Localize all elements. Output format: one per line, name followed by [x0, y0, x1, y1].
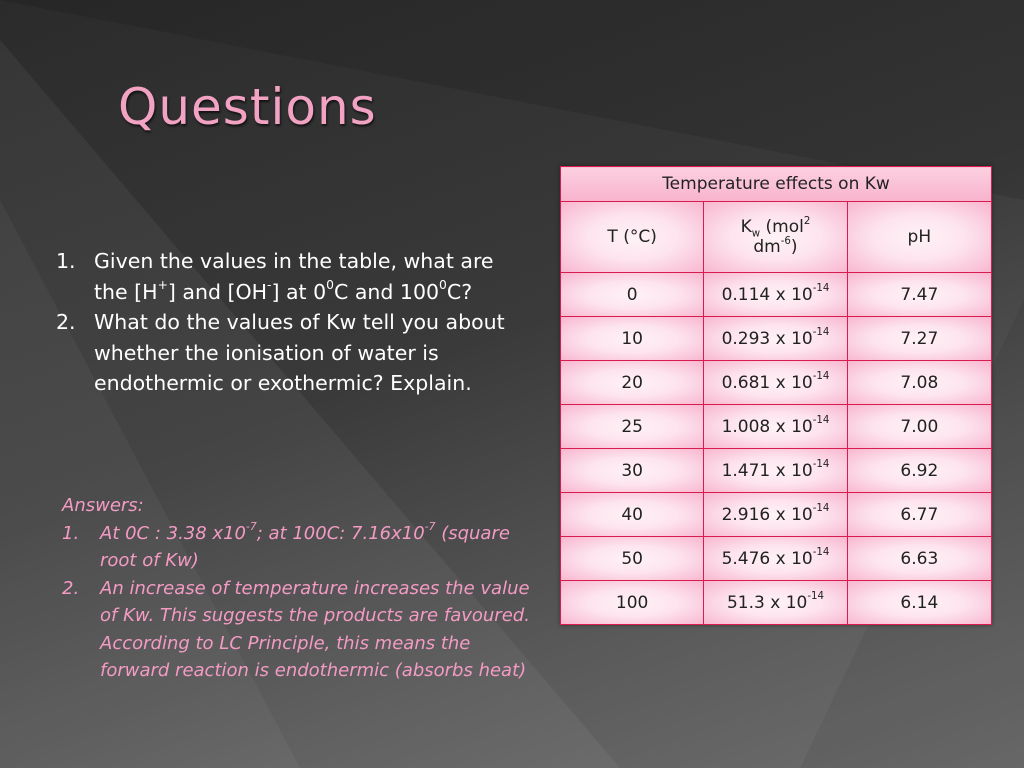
cell-kw: 0.293 x 10-14 — [703, 316, 848, 361]
table-row: 100 51.3 x 10-14 6.14 — [559, 580, 993, 625]
table-row: 20 0.681 x 10-14 7.08 — [559, 360, 993, 405]
table-row: 25 1.008 x 10-14 7.00 — [559, 404, 993, 449]
cell-ph: 7.00 — [846, 404, 993, 449]
cell-kw-exponent: -14 — [812, 415, 830, 427]
header-kw-symbol: K — [740, 217, 752, 237]
table-body: 0 0.114 x 10-14 7.47 10 0.293 x 10-14 7.27 20 0… — [559, 272, 993, 625]
superscript: -7 — [424, 519, 436, 533]
question-item: 2. What do the values of Kw tell you abo… — [56, 307, 526, 399]
question-text: Given the values in the table, what are … — [94, 249, 494, 304]
superscript: -7 — [245, 519, 257, 533]
table-row: 0 0.114 x 10-14 7.47 — [559, 272, 993, 317]
cell-ph: 6.77 — [846, 492, 993, 537]
header-kw: Kw (mol2 dm-6) — [703, 201, 848, 273]
cell-kw-exponent: -14 — [812, 459, 830, 471]
answer-number: 1. — [62, 522, 80, 544]
answer-item: 1. At 0C : 3.38 x10-7; at 100C: 7.16x10-… — [62, 520, 542, 575]
superscript: 0 — [439, 277, 447, 292]
cell-kw-exponent: -14 — [812, 327, 830, 339]
answer-number: 2. — [62, 577, 80, 599]
cell-ph: 7.47 — [846, 272, 993, 317]
answer-text: At 0C : 3.38 x10-7; at 100C: 7.16x10-7 (… — [100, 519, 510, 571]
cell-temperature: 10 — [559, 316, 705, 361]
cell-kw-exponent: -14 — [812, 547, 830, 559]
answer-item: 2. An increase of temperature increases … — [62, 575, 542, 685]
cell-temperature: 100 — [559, 580, 705, 625]
superscript: - — [267, 277, 272, 292]
cell-temperature: 40 — [559, 492, 705, 537]
question-item: 1. Given the values in the table, what a… — [56, 246, 526, 307]
cell-kw: 2.916 x 10-14 — [703, 492, 848, 537]
cell-ph: 6.14 — [846, 580, 993, 625]
header-kw-subscript: w — [751, 228, 761, 240]
cell-kw: 0.114 x 10-14 — [703, 272, 848, 317]
cell-ph: 7.08 — [846, 360, 993, 405]
cell-temperature: 20 — [559, 360, 705, 405]
cell-temperature: 25 — [559, 404, 705, 449]
table-row: 30 1.471 x 10-14 6.92 — [559, 448, 993, 493]
superscript: + — [157, 277, 168, 292]
question-number: 2. — [56, 310, 76, 334]
answers-heading: Answers: — [62, 495, 144, 516]
header-kw-unit: (mol — [760, 217, 804, 237]
questions-list: 1. Given the values in the table, what a… — [56, 246, 526, 399]
cell-temperature: 30 — [559, 448, 705, 493]
cell-kw: 51.3 x 10-14 — [703, 580, 848, 625]
answers-block: Answers: 1. At 0C : 3.38 x10-7; at 100C:… — [62, 492, 542, 685]
cell-kw-exponent: -14 — [812, 283, 830, 295]
header-kw-sup: 2 — [803, 215, 811, 227]
cell-kw: 5.476 x 10-14 — [703, 536, 848, 581]
question-number: 1. — [56, 249, 76, 273]
cell-kw-exponent: -14 — [812, 503, 830, 515]
header-temperature: T (°C) — [559, 201, 705, 273]
page-title: Questions — [118, 78, 377, 136]
kw-temperature-table: Temperature effects on Kw T (°C) Kw (mol… — [559, 166, 993, 625]
cell-kw-exponent: -14 — [807, 591, 824, 603]
cell-temperature: 50 — [559, 536, 705, 581]
answer-text: An increase of temperature increases the… — [100, 577, 530, 682]
header-kw-close: ) — [790, 237, 798, 257]
header-kw-sup2: -6 — [780, 235, 791, 247]
cell-kw: 1.471 x 10-14 — [703, 448, 848, 493]
cell-kw: 1.008 x 10-14 — [703, 404, 848, 449]
table-row: 10 0.293 x 10-14 7.27 — [559, 316, 993, 361]
cell-kw-exponent: -14 — [812, 371, 830, 383]
cell-kw: 0.681 x 10-14 — [703, 360, 848, 405]
cell-ph: 6.92 — [846, 448, 993, 493]
header-kw-unit2: dm — [753, 237, 781, 257]
cell-ph: 7.27 — [846, 316, 993, 361]
cell-temperature: 0 — [559, 272, 705, 317]
header-ph: pH — [846, 201, 993, 273]
table-row: 40 2.916 x 10-14 6.77 — [559, 492, 993, 537]
table-caption: Temperature effects on Kw — [560, 166, 992, 202]
superscript: 0 — [326, 277, 334, 292]
table-row: 50 5.476 x 10-14 6.63 — [559, 536, 993, 581]
question-text: What do the values of Kw tell you about … — [94, 310, 505, 395]
cell-ph: 6.63 — [846, 536, 993, 581]
